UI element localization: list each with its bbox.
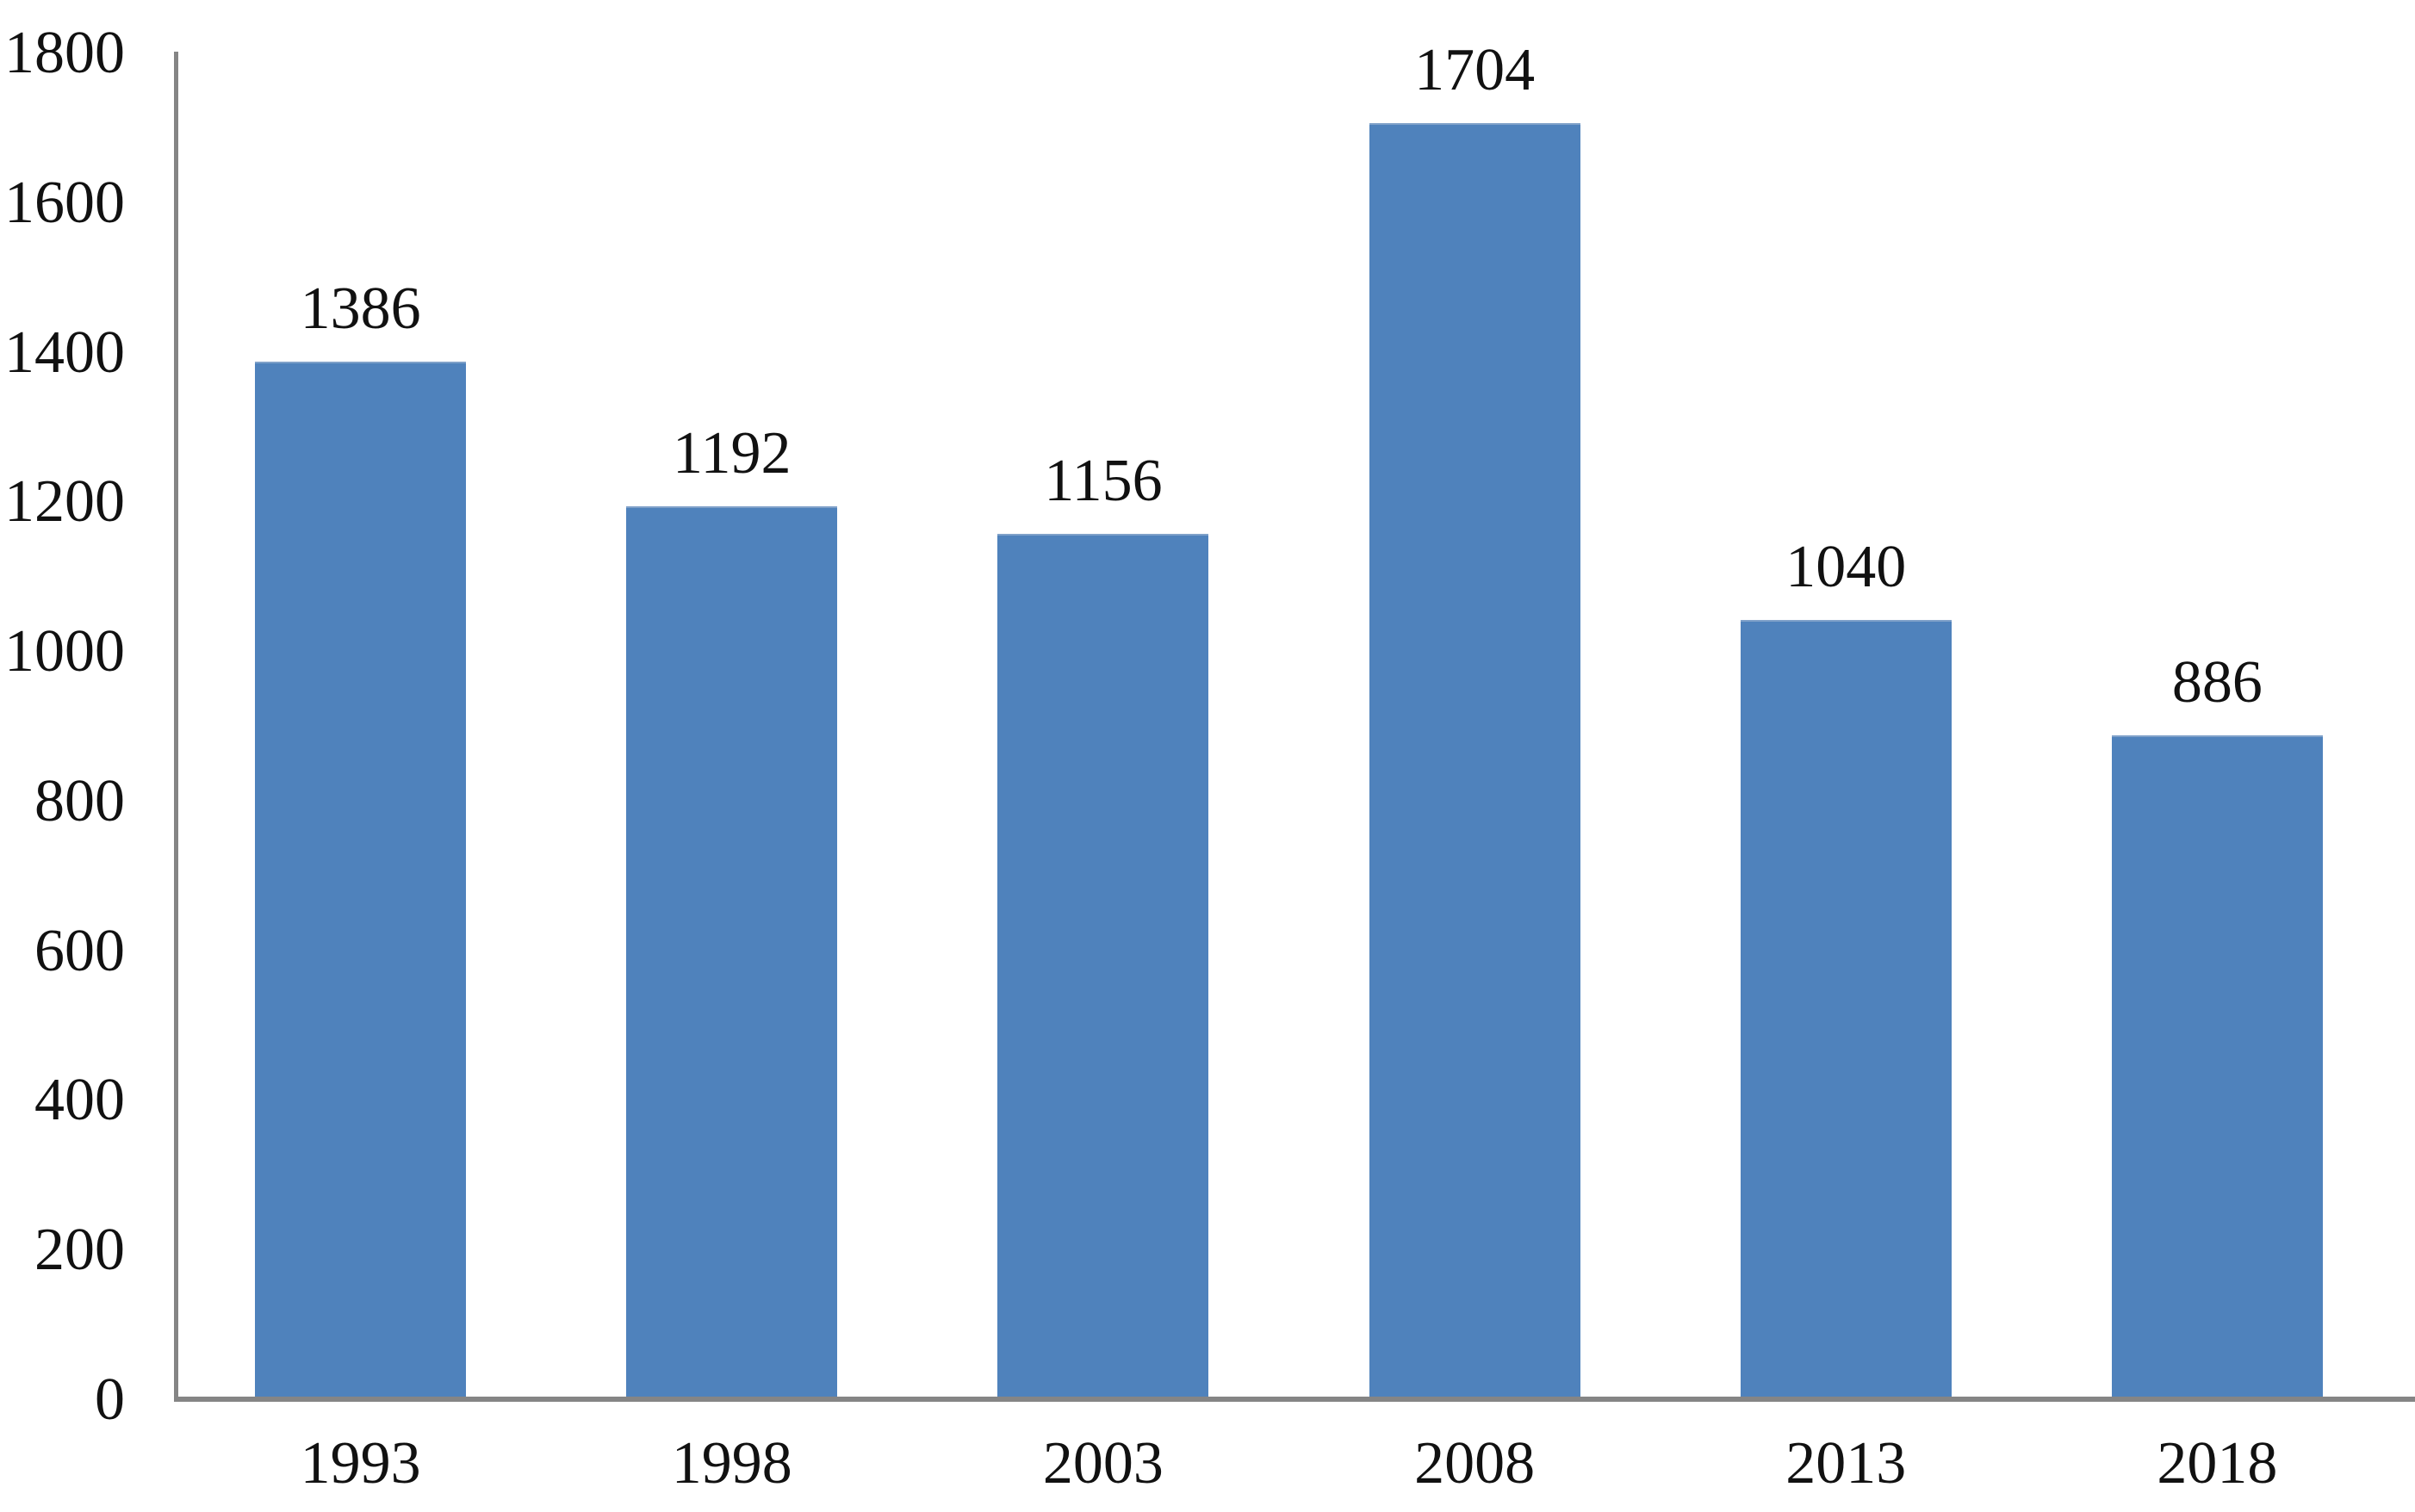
x-tick-label: 2013 — [1785, 1430, 1907, 1497]
y-tick-label: 200 — [34, 1217, 125, 1284]
y-tick-label: 0 — [95, 1366, 125, 1433]
y-tick-label: 600 — [34, 917, 125, 984]
y-tick-label: 1200 — [4, 468, 125, 536]
y-tick-label: 400 — [34, 1067, 125, 1134]
x-axis-line — [174, 1397, 2415, 1402]
bar-2003 — [997, 533, 1209, 1400]
bar-value-label: 886 — [2171, 649, 2263, 716]
bar-value-label: 1156 — [1044, 447, 1163, 514]
bar-value-label: 1704 — [1414, 37, 1536, 104]
y-tick-label: 1000 — [4, 618, 125, 685]
bar-2008 — [1369, 123, 1580, 1400]
x-tick-label: 2003 — [1042, 1430, 1164, 1497]
y-tick-label: 1800 — [4, 20, 125, 86]
bar-value-label: 1386 — [300, 275, 421, 342]
bar-2013 — [1740, 620, 1952, 1400]
bar-2018 — [2111, 735, 2323, 1400]
bar-value-label: 1040 — [1785, 534, 1907, 601]
x-tick-label: 1998 — [671, 1430, 792, 1497]
y-tick-label: 800 — [34, 767, 125, 834]
bar-1993 — [255, 361, 467, 1400]
y-tick-label: 1400 — [4, 319, 125, 386]
y-tick-label: 1600 — [4, 169, 125, 236]
bar-value-label: 1192 — [673, 420, 792, 487]
bar-1998 — [626, 506, 838, 1400]
x-tick-label: 2018 — [2157, 1430, 2278, 1497]
x-tick-label: 2008 — [1414, 1430, 1536, 1497]
y-axis-line — [174, 52, 178, 1402]
x-tick-label: 1993 — [300, 1430, 421, 1497]
